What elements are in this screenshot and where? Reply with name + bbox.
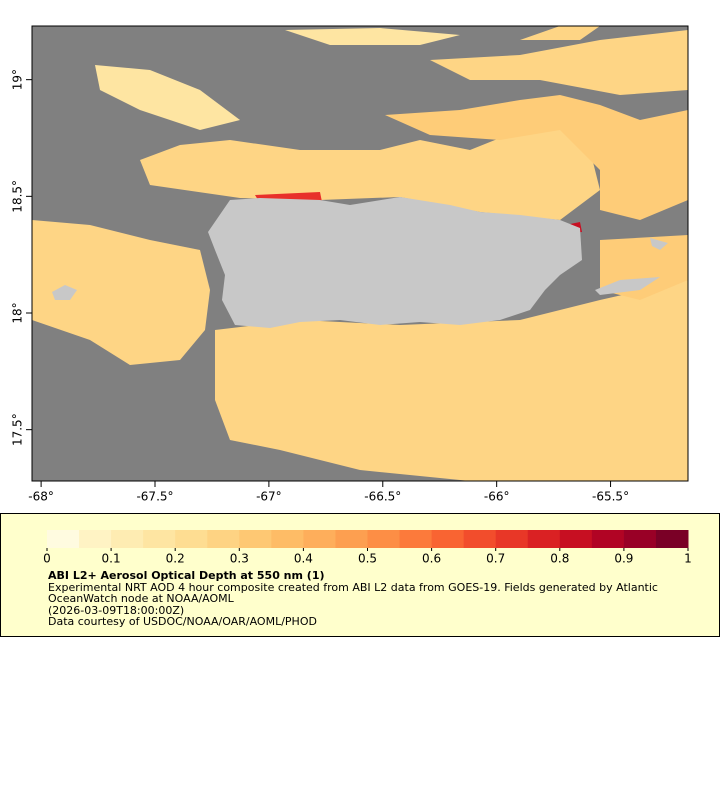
mona-island	[52, 285, 77, 300]
x-tick-label: -65.5°	[592, 490, 629, 504]
legend-text: ABI L2+ Aerosol Optical Depth at 550 nm …	[48, 570, 688, 628]
colorbar-cell	[367, 530, 401, 548]
colorbar-cell	[655, 530, 689, 548]
colorbar-tick-label: 1	[684, 552, 692, 566]
legend-title: ABI L2+ Aerosol Optical Depth at 550 nm …	[48, 569, 325, 582]
x-tick-label: -68°	[28, 490, 54, 504]
legend-time: (2026-03-09T18:00:00Z)	[48, 603, 185, 617]
colorbar-tick-label: 0.7	[486, 552, 505, 566]
y-tick-label: 18°	[11, 302, 25, 323]
y-tick-label: 19°	[11, 69, 25, 90]
colorbar-tick-label: 0.9	[614, 552, 633, 566]
legend-credit: Data courtesy of USDOC/NOAA/OAR/AOML/PHO…	[48, 615, 317, 628]
aod-field	[32, 26, 688, 481]
y-tick-label: 18.5°	[11, 180, 25, 213]
colorbar-tick-label: 0.2	[166, 552, 185, 566]
y-tick-label: 17.5°	[11, 413, 25, 446]
colorbar-cell	[143, 530, 176, 548]
colorbar-tick-label: 0.3	[230, 552, 249, 566]
colorbar-cell	[623, 530, 657, 548]
colorbar-cell	[111, 530, 144, 548]
colorbar-tick-label: 0.8	[550, 552, 569, 566]
colorbar-cell	[591, 530, 625, 548]
x-tick-label: -66°	[484, 490, 510, 504]
colorbar-cell	[303, 530, 336, 548]
puerto-rico	[208, 197, 582, 328]
colorbar-cell	[431, 530, 465, 548]
colorbar-tick-label: 0.5	[358, 552, 377, 566]
colorbar-cell	[79, 530, 112, 548]
colorbar-cell	[271, 530, 304, 548]
culebra	[650, 238, 668, 250]
colorbar-cell	[559, 530, 593, 548]
colorbar-cell	[335, 530, 368, 548]
x-tick-label: -67.5°	[136, 490, 173, 504]
legend-description: Experimental NRT AOD 4 hour composite cr…	[48, 580, 658, 605]
colorbar-cell	[47, 530, 80, 548]
map-frame	[31, 25, 689, 482]
colorbar-tick-label: 0.4	[294, 552, 313, 566]
colorbar-cell	[207, 530, 240, 548]
colorbar-cell	[495, 530, 529, 548]
colorbar-cell	[527, 530, 561, 548]
colorbar-cell	[239, 530, 272, 548]
colorbar-tick-label: 0	[43, 552, 51, 566]
x-tick-label: -67°	[256, 490, 282, 504]
colorbar-cell	[175, 530, 208, 548]
vieques	[595, 277, 660, 295]
colorbar-tick-label: 0.6	[422, 552, 441, 566]
x-tick-label: -66.5°	[364, 490, 401, 504]
colorbar-cell	[463, 530, 497, 548]
colorbar-tick-label: 0.1	[102, 552, 121, 566]
colorbar-cell	[399, 530, 433, 548]
